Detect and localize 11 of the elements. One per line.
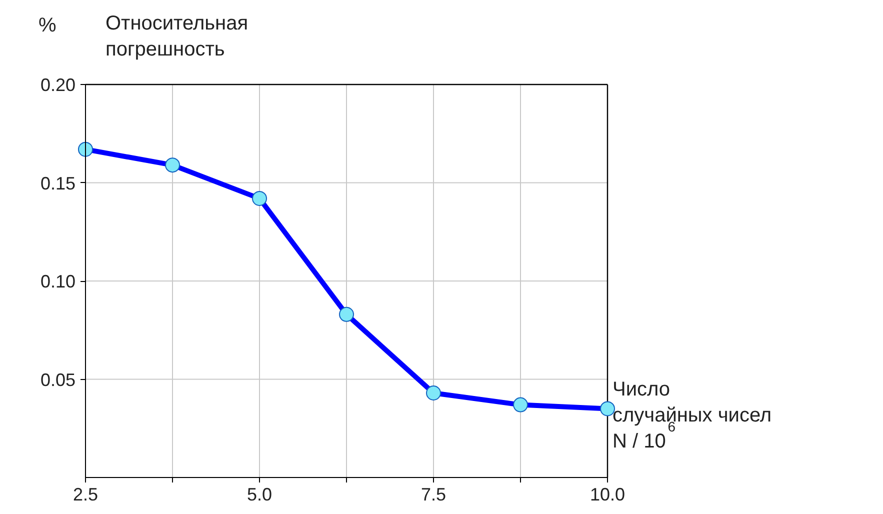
x-tick-label: 2.5 (72, 484, 98, 504)
y-tick-label: 0.05 (40, 370, 76, 390)
y-tick-label: 0.10 (40, 272, 76, 292)
x-tick-label: 10.0 (590, 484, 626, 504)
text: % (38, 14, 56, 36)
y-tick-label: 0.20 (40, 75, 76, 95)
y-axis-title: Относительная погрешность (106, 12, 248, 60)
y-tick-label: 0.15 (40, 173, 76, 194)
x-tick-label: 5.0 (246, 484, 272, 504)
x-tick-label: 7.5 (420, 484, 446, 504)
x-axis-title: Число случайных чисел N / 106 (612, 378, 772, 452)
